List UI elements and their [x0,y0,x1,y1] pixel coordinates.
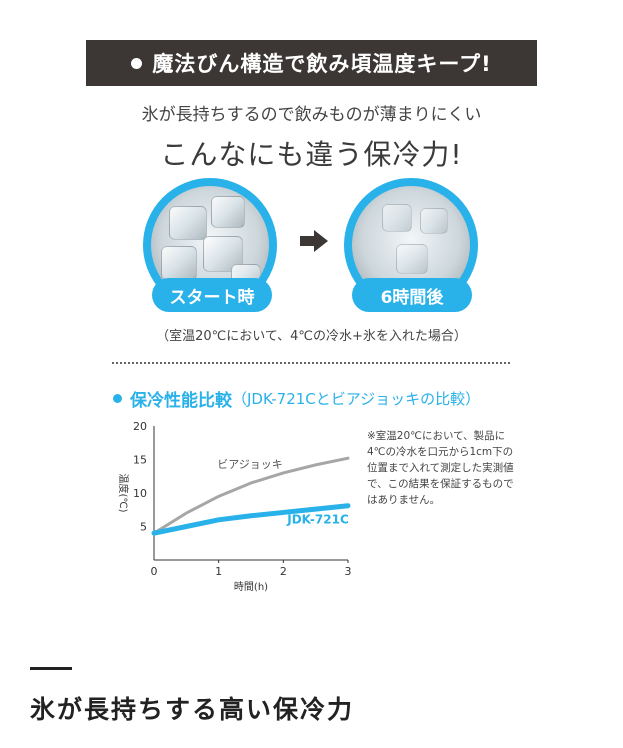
chart-note: ※室温20℃において、製品に4℃の冷水を口元から1cm下の位置まで入れて測定した… [367,430,514,506]
ice-cube-icon [420,208,448,234]
y-axis-label: 温度(℃) [117,473,130,512]
bullet-dot-icon [113,394,122,403]
y-tick-label: 10 [133,487,147,500]
x-tick-label: 0 [151,565,158,578]
comparison-note: （室温20℃において、4℃の冷水+氷を入れた場合） [156,329,467,344]
y-tick-label: 15 [133,454,147,467]
x-tick-label: 1 [215,565,222,578]
ice-cube-icon [396,244,428,274]
series-label: ビアジョッキ [217,458,283,471]
intro-subtitle: 氷が長持ちするので飲みものが薄まりにくい [141,105,482,125]
start-label-pill: スタート時 [152,278,272,312]
footer-title: 氷が長持ちする高い保冷力 [30,695,355,724]
arrow-right-icon [300,230,328,252]
bullet-dot-icon [131,57,143,69]
series-line-beer-mug [152,456,350,535]
series-line-jdk-721c [151,503,351,536]
performance-title-text: 保冷性能比較 [130,391,232,411]
x-tick-label: 3 [345,565,352,578]
x-tick-label: 2 [280,565,287,578]
temperature-chart: 5 10 15 20 0 1 2 3 ビアジョッキ JDK-721C 温度(℃) 時間(h) [117,420,352,593]
y-tick-label: 20 [133,420,147,433]
x-axis-label: 時間(h) [234,581,268,593]
banner: 魔法びん構造で飲み頃温度キープ! [86,40,537,86]
dotted-divider [112,362,510,364]
footer-accent-bar [30,667,72,670]
intro-headline: こんなにも違う保冷力! [160,138,463,171]
start-ice-image [143,178,277,312]
performance-title: 保冷性能比較 （JDK-721Cとビアジョッキの比較） [113,386,480,411]
ice-cube-icon [169,206,207,240]
after-label-pill: 6時間後 [352,278,472,312]
banner-title: 魔法びん構造で飲み頃温度キープ! [152,52,492,76]
after-label: 6時間後 [380,287,444,308]
performance-subtitle: （JDK-721Cとビアジョッキの比較） [232,390,481,408]
start-label: スタート時 [169,287,255,308]
ice-cube-icon [382,204,412,232]
ice-cube-icon [161,246,197,280]
ice-cube-icon [211,196,245,228]
series-label: JDK-721C [286,513,349,527]
y-tick-label: 5 [140,521,147,534]
